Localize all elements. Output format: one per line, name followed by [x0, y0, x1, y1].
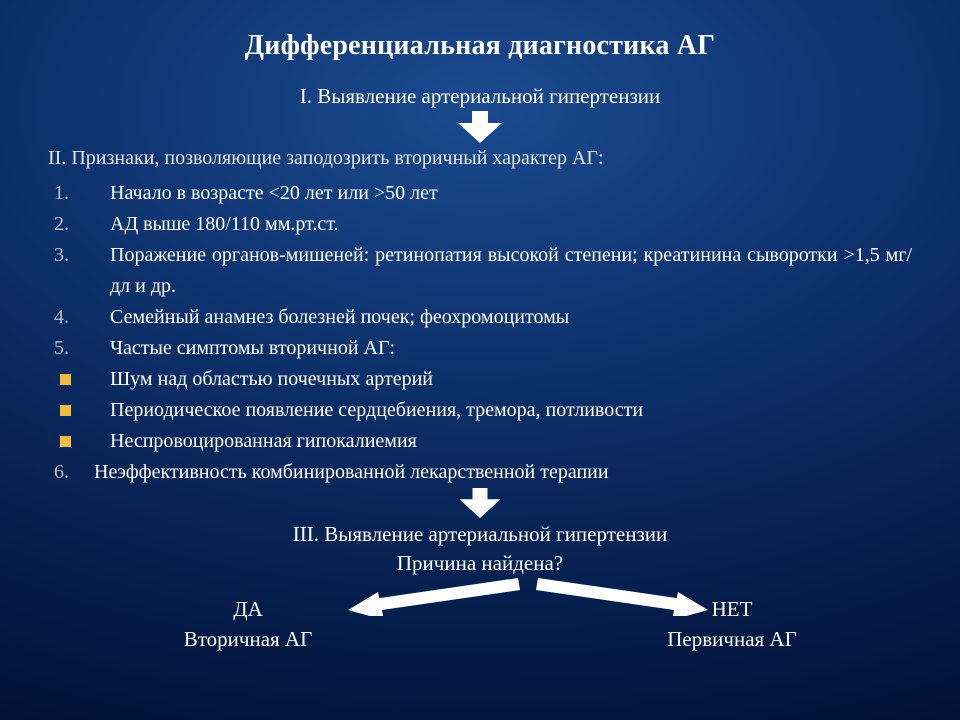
- list-item: Периодическое появление сердцебиения, тр…: [48, 395, 912, 426]
- list-text: Шум над областью почечных артерий: [110, 364, 912, 395]
- list-text: Периодическое появление сердцебиения, тр…: [110, 395, 912, 426]
- list-text: Неэффективность комбинированной лекарств…: [94, 461, 609, 483]
- step-3-label: III. Выявление артериальной гипертензии: [48, 522, 912, 547]
- list-item: 2. АД выше 180/110 мм.рт.ст.: [48, 209, 912, 240]
- list-text: Начало в возрасте <20 лет или >50 лет: [110, 178, 912, 209]
- list-text: АД выше 180/110 мм.рт.ст.: [110, 209, 912, 240]
- bullet-square-icon: [48, 395, 110, 426]
- step-2-heading: II. Признаки, позволяющие заподозрить вт…: [48, 147, 912, 170]
- list-marker: 2.: [48, 209, 110, 240]
- bullet-square-icon: [48, 426, 110, 457]
- list-marker: 6.: [54, 457, 94, 488]
- list-marker: 1.: [48, 178, 110, 209]
- arrow-down-1: [48, 111, 912, 147]
- list-text: Неспровоцированная гипокалиемия: [110, 426, 912, 457]
- list-item: 3. Поражение органов-мишеней: ретинопати…: [48, 240, 912, 302]
- bullet-square-icon: [48, 364, 110, 395]
- list-item-6: 6.Неэффективность комбинированной лекарс…: [48, 457, 912, 488]
- no-label: НЕТ: [622, 594, 842, 624]
- decision-branches: ДА Вторичная АГ НЕТ Первичная АГ: [48, 576, 912, 646]
- no-result: Первичная АГ: [622, 624, 842, 654]
- list-item: 1. Начало в возрасте <20 лет или >50 лет: [48, 178, 912, 209]
- list-text: Частые симптомы вторичной АГ:: [110, 333, 912, 364]
- branch-yes: ДА Вторичная АГ: [148, 594, 348, 655]
- list-item: Шум над областью почечных артерий: [48, 364, 912, 395]
- slide: Дифференциальная диагностика АГ I. Выявл…: [0, 0, 960, 720]
- list-text: Семейный анамнез болезней почек; феохром…: [110, 302, 912, 333]
- slide-title: Дифференциальная диагностика АГ: [48, 30, 912, 62]
- step-1-label: I. Выявление артериальной гипертензии: [48, 84, 912, 109]
- list-item: 5. Частые симптомы вторичной АГ:: [48, 333, 912, 364]
- arrow-down-2: [48, 488, 912, 520]
- criteria-list: 1. Начало в возрасте <20 лет или >50 лет…: [48, 178, 912, 457]
- yes-label: ДА: [148, 594, 348, 624]
- list-text: Поражение органов-мишеней: ретинопатия в…: [110, 240, 912, 302]
- yes-result: Вторичная АГ: [148, 624, 348, 654]
- list-item: 4. Семейный анамнез болезней почек; феох…: [48, 302, 912, 333]
- list-marker: 5.: [48, 333, 110, 364]
- list-item: Неспровоцированная гипокалиемия: [48, 426, 912, 457]
- branch-no: НЕТ Первичная АГ: [622, 594, 842, 655]
- list-marker: 3.: [48, 240, 110, 271]
- list-marker: 4.: [48, 302, 110, 333]
